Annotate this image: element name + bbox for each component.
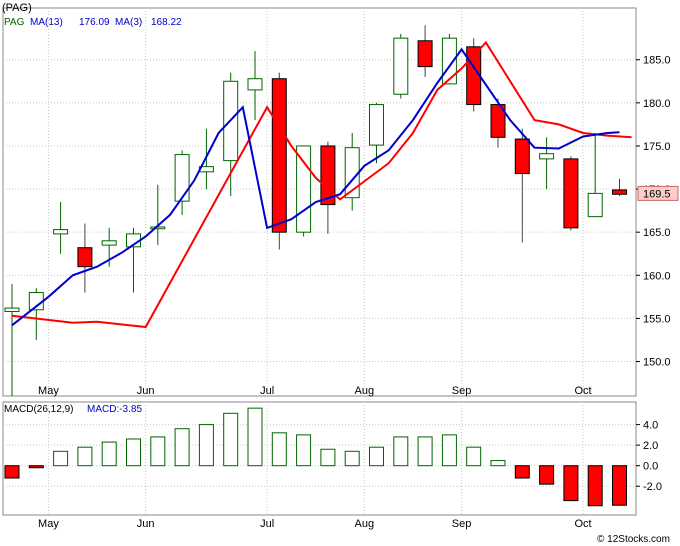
macd-bar-negative [514,465,530,479]
macd-bar-positive [101,441,117,467]
macd-y-axis: 4.0 2.0 0.0 -2.0 [636,420,662,493]
ticker-label: (PAG) [2,2,32,14]
candle-down [563,158,579,229]
ma-blue-line [11,47,620,327]
candle-up [4,307,20,313]
candle-down [77,247,93,268]
candle-up [247,78,263,91]
price-month-label: May [38,385,59,397]
macd-bars [4,407,627,507]
legend-macd-params: MACD(26,12,9) [4,404,73,415]
macd-bar-positive [344,450,360,467]
candle-down [320,145,336,206]
macd-month-label: Jul [260,518,274,530]
candle-up [296,145,312,233]
candle-up [587,192,603,218]
legend-ma3-value: 168.22 [151,17,182,28]
candle-up [53,229,69,235]
candle-up [369,104,384,146]
macd-bar-positive [174,428,190,467]
macd-bar-positive [296,434,312,467]
macd-bar-positive [247,407,263,467]
price-tick-label: 165.0 [643,227,671,239]
macd-bar-negative [28,465,44,469]
macd-bar-positive [150,436,166,467]
price-tick-label: 150.0 [643,357,671,369]
legend-ma3-label: MA(3) [115,17,142,28]
macd-bar-positive [198,424,214,467]
price-grid [3,8,636,396]
last-price-tag: 169.5 [637,185,679,201]
price-month-label: Jun [137,385,155,397]
macd-bar-negative [587,465,603,507]
macd-x-axis: May Jun Jul Aug Sep Oct [38,518,592,530]
price-month-label: Oct [574,385,591,397]
watermark: © 12Stocks.com [597,534,670,545]
price-tick-label: 185.0 [643,55,671,67]
macd-month-label: May [38,518,59,530]
macd-bar-positive [441,434,457,467]
price-month-label: Sep [452,385,472,397]
macd-bar-negative [612,465,627,506]
price-panel-frame [2,7,637,397]
price-candles [4,25,627,396]
price-month-label: Aug [355,385,375,397]
macd-bar-positive [320,448,336,467]
macd-month-label: Oct [574,518,591,530]
macd-bar-positive [417,436,433,467]
macd-bar-positive [466,446,482,467]
candle-down [417,40,433,68]
price-tick-label: 175.0 [643,141,671,153]
last-price-box [637,185,679,201]
macd-month-label: Sep [452,518,472,530]
macd-bar-negative [539,465,555,485]
macd-bar-positive [77,446,93,467]
ma-red-line [11,40,632,329]
macd-bar-positive [223,412,239,467]
macd-month-label: Aug [355,518,375,530]
macd-month-label: Jun [137,518,155,530]
macd-bar-positive [126,438,141,467]
candle-up [101,240,117,246]
price-tick-label: 180.0 [643,98,671,110]
legend-ma13-label: MA(13) [30,17,63,28]
price-legend: (PAG) PAG MA(13) 176.09 MA(3) 168.22 [2,2,182,28]
candle-up [150,226,166,230]
price-tick-label: 155.0 [643,313,671,325]
legend-macd-value: MACD:-3.85 [87,404,142,415]
macd-tick-label: 0.0 [643,461,658,473]
price-x-axis: May Jun Jul Aug Sep Oct [38,385,592,397]
macd-legend: MACD(26,12,9) MACD:-3.85 [4,404,142,415]
candle-down [612,189,627,195]
candle-up [539,153,555,160]
candle-down [271,78,287,233]
macd-bar-positive [393,436,409,467]
candle-up [393,37,409,95]
legend-pag: PAG [4,17,25,28]
candle-down [490,104,506,138]
macd-tick-label: 4.0 [643,420,658,432]
macd-tick-label: -2.0 [643,481,662,493]
macd-bar-negative [563,465,579,502]
macd-bar-negative [4,465,20,479]
legend-ma13-value: 176.09 [79,17,110,28]
candle-up [174,154,190,202]
macd-panel-frame [2,401,637,516]
macd-bar-positive [490,460,506,467]
price-tick-label: 160.0 [643,270,671,282]
macd-bar-positive [271,432,287,467]
price-month-label: Jul [260,385,274,397]
macd-bar-positive [369,446,384,467]
last-price-label: 169.5 [643,188,671,200]
macd-bar-positive [53,450,69,467]
candle-down [514,138,530,175]
macd-tick-label: 2.0 [643,440,658,452]
